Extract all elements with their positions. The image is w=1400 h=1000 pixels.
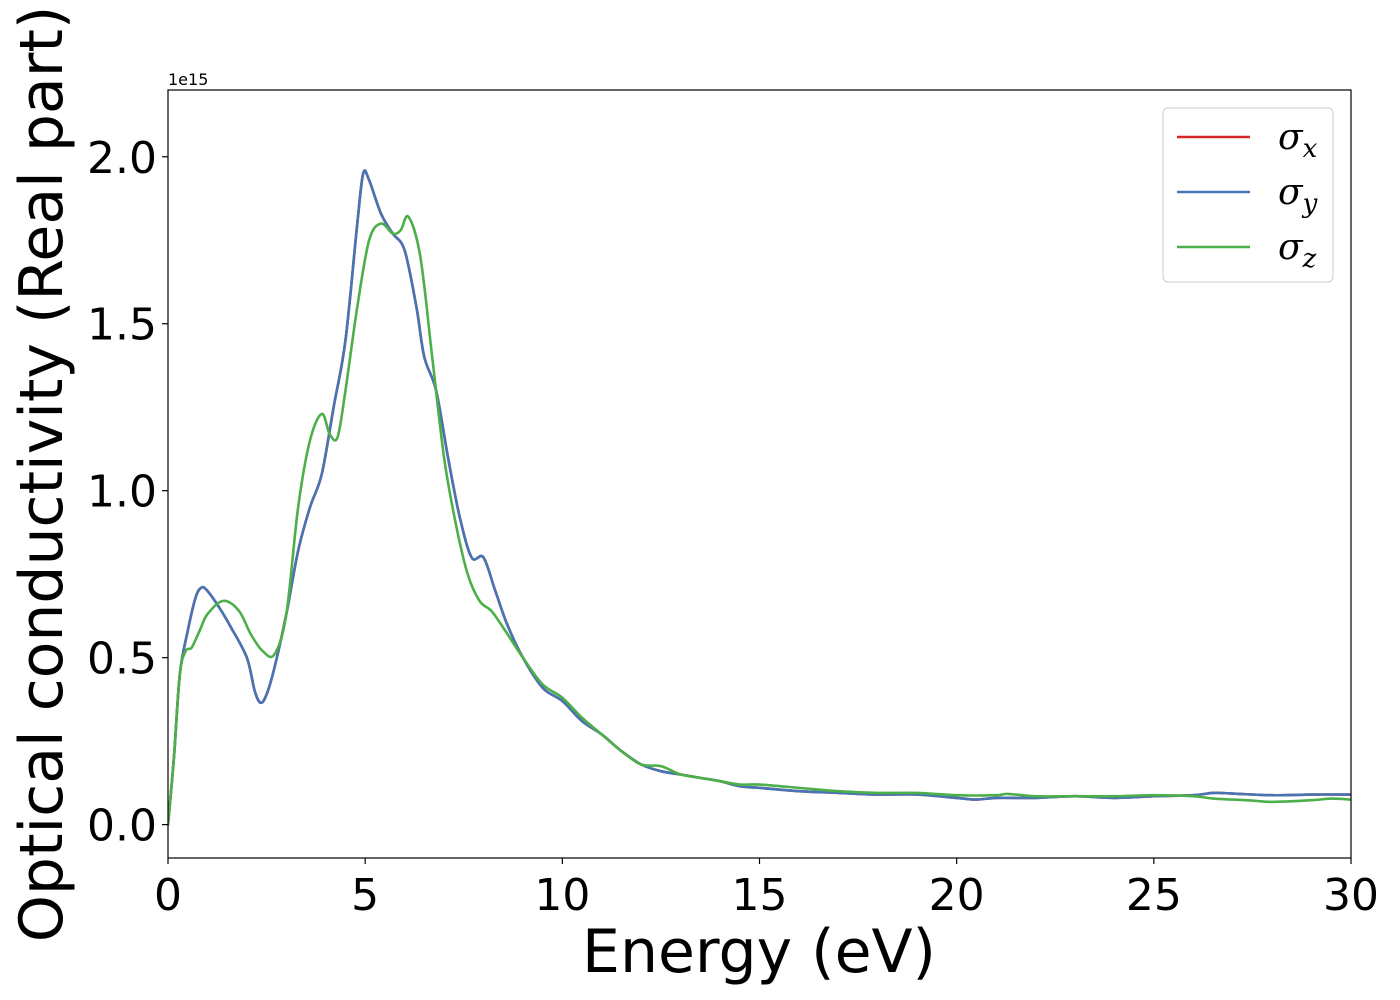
y-tick-label: 1.5 (87, 300, 157, 351)
y-axis-ticks: 0.0 0.5 1.0 1.5 2.0 (87, 133, 168, 852)
y-tick-label: 0.0 (87, 801, 157, 852)
x-tick-label: 25 (1126, 870, 1182, 921)
x-axis-ticks: 0 5 10 15 20 25 30 (154, 858, 1379, 921)
legend-label-y: σy (1278, 172, 1318, 219)
legend-box (1162, 107, 1334, 283)
y-axis-offset-label: 1e15 (168, 70, 208, 89)
x-tick-label: 20 (929, 870, 985, 921)
x-tick-label: 15 (732, 870, 788, 921)
y-tick-label: 1.0 (87, 467, 157, 518)
plot-area (167, 89, 1352, 859)
series-line-z (168, 214, 1351, 826)
legend: σx σy σz (1162, 107, 1334, 283)
x-tick-label: 30 (1323, 870, 1379, 921)
x-tick-label: 5 (351, 870, 379, 921)
series-layer (168, 169, 1351, 826)
x-axis-label: Energy (eV) (582, 917, 936, 987)
y-tick-label: 0.5 (87, 634, 157, 685)
series-line-y (168, 169, 1351, 826)
legend-label-z: σz (1278, 227, 1317, 274)
y-tick-label: 2.0 (87, 133, 157, 184)
legend-label-x: σx (1278, 117, 1318, 164)
x-tick-label: 0 (154, 870, 182, 921)
y-axis-label: Optical conductivity (Real part) (7, 6, 77, 943)
x-tick-label: 10 (534, 870, 590, 921)
